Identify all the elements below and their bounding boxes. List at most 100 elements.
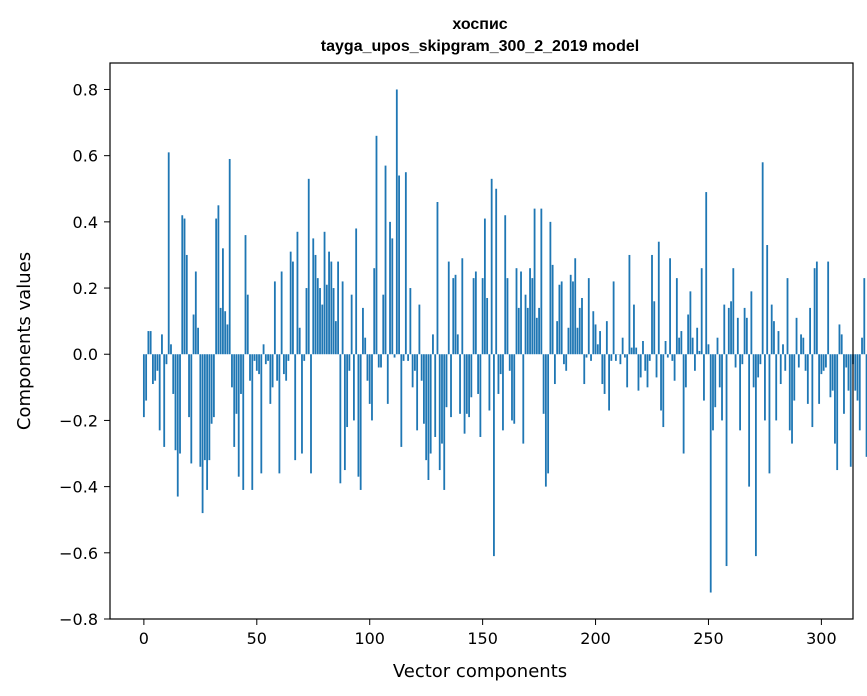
bar-205: [605, 321, 608, 355]
bar-302: [825, 354, 827, 368]
bar-307: [836, 354, 839, 471]
bar-47: [249, 354, 251, 381]
bar-196: [585, 354, 588, 358]
bar-269: [750, 291, 753, 355]
bar-253: [714, 354, 717, 408]
bar-232: [666, 354, 669, 358]
bar-165: [515, 268, 518, 355]
bar-174: [535, 317, 538, 355]
bar-280: [775, 354, 778, 421]
bar-300: [820, 354, 823, 375]
bar-182: [553, 354, 556, 385]
bar-250: [707, 344, 710, 355]
bar-159: [502, 354, 504, 431]
bar-53: [262, 344, 265, 355]
bar-243: [691, 337, 694, 355]
bar-292: [802, 337, 805, 355]
bar-187: [565, 354, 568, 371]
bar-67: [294, 354, 297, 461]
bar-31: [212, 354, 215, 418]
bar-273: [759, 354, 762, 365]
bar-188: [567, 327, 570, 355]
bar-52: [260, 354, 263, 474]
bar-145: [470, 354, 473, 398]
bar-229: [660, 354, 662, 411]
y-tick-label: 0.2: [73, 279, 98, 298]
bar-249: [705, 192, 708, 355]
bar-262: [734, 354, 737, 368]
bar-199: [592, 311, 595, 355]
x-tick-label: 200: [580, 629, 611, 648]
bar-183: [556, 321, 559, 355]
x-tick-label: 100: [354, 629, 385, 648]
bar-44: [242, 354, 245, 490]
bar-212: [621, 337, 624, 355]
bar-102: [373, 268, 376, 355]
y-tick-label: 0.6: [73, 147, 98, 166]
bar-62: [282, 354, 285, 375]
y-tick-label: −0.4: [59, 478, 98, 497]
bar-79: [321, 304, 324, 355]
bar-303: [827, 261, 830, 355]
bar-144: [468, 354, 470, 418]
bar-180: [549, 221, 552, 355]
bar-316: [856, 354, 859, 401]
bar-4: [152, 354, 154, 385]
bar-103: [375, 135, 378, 355]
bar-33: [217, 205, 220, 355]
bar-109: [389, 221, 391, 355]
bar-204: [603, 354, 606, 394]
bar-189: [569, 274, 572, 355]
bar-313: [849, 354, 852, 467]
bar-164: [513, 354, 516, 424]
bar-233: [669, 258, 671, 355]
bar-319: [863, 278, 866, 355]
bar-238: [680, 331, 683, 355]
bar-113: [398, 175, 400, 355]
x-tick-label: 300: [806, 629, 837, 648]
bar-30: [210, 354, 213, 424]
bar-170: [526, 307, 529, 355]
bar-15: [176, 354, 179, 497]
bar-156: [495, 188, 498, 355]
bar-3: [149, 331, 152, 355]
bar-120: [413, 354, 416, 371]
bar-228: [657, 241, 660, 355]
bar-32: [215, 218, 218, 355]
bar-217: [633, 304, 635, 355]
bar-63: [285, 354, 288, 381]
bar-93: [353, 354, 355, 421]
bar-18: [183, 218, 186, 355]
bar-246: [698, 350, 701, 355]
bar-284: [784, 354, 787, 371]
bar-82: [328, 251, 330, 355]
y-tick-label: 0.4: [73, 213, 98, 232]
bar-122: [418, 304, 421, 355]
bar-234: [671, 354, 674, 361]
bar-132: [441, 354, 443, 444]
bar-168: [522, 354, 525, 444]
bar-268: [748, 354, 751, 487]
bar-138: [454, 274, 457, 355]
bar-108: [386, 354, 389, 404]
bar-13: [172, 354, 175, 394]
bar-128: [432, 334, 434, 355]
bar-22: [192, 314, 195, 355]
bar-216: [630, 347, 633, 355]
bar-195: [583, 354, 586, 385]
bar-59: [276, 354, 279, 381]
bar-312: [847, 354, 850, 391]
bar-86: [337, 261, 339, 355]
bar-130: [436, 202, 439, 355]
bar-146: [472, 278, 475, 355]
bar-207: [610, 354, 613, 361]
bar-137: [452, 278, 455, 355]
chart-title-line1: хоспис: [452, 16, 507, 33]
bar-148: [477, 354, 480, 394]
bar-40: [233, 354, 236, 447]
bar-184: [558, 284, 561, 355]
bar-140: [459, 354, 461, 414]
bar-161: [506, 278, 509, 355]
bar-60: [278, 354, 281, 474]
x-axis-ticks: 0 50 100 150 200 250 300: [139, 619, 837, 648]
